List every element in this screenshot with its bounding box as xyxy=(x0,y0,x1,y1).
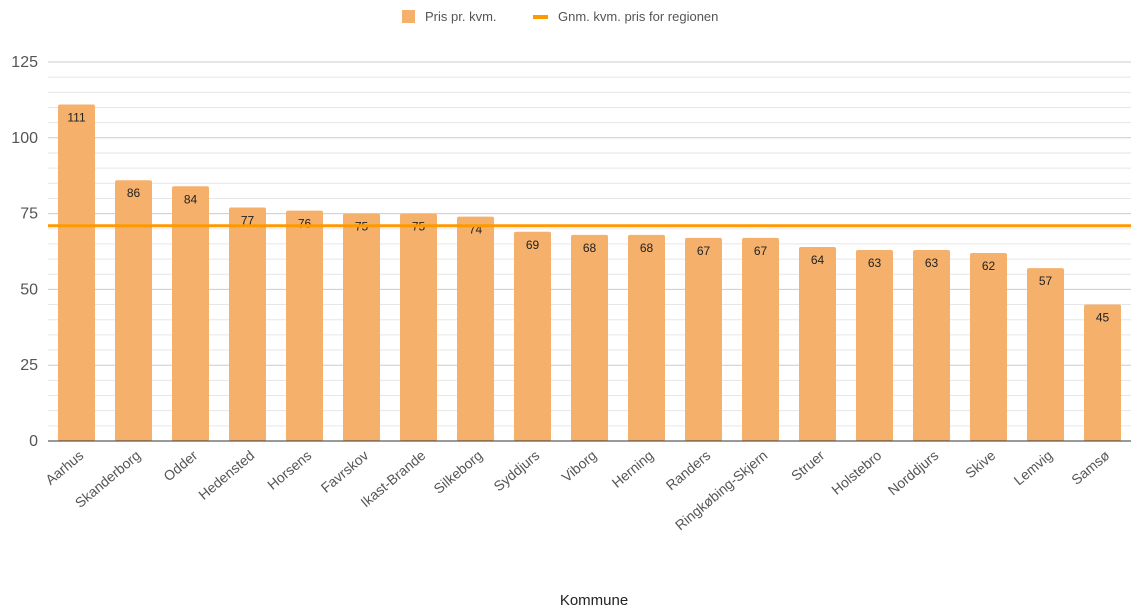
bar-norddjurs xyxy=(913,249,950,441)
bar-data-label: 86 xyxy=(127,186,141,200)
x-tick-label: Samsø xyxy=(1068,447,1113,488)
bar-ringkøbing-skjern xyxy=(742,237,779,441)
y-tick-label: 50 xyxy=(20,281,38,298)
legend: Pris pr. kvm. Gnm. kvm. pris for regionen xyxy=(402,9,718,24)
bar-lemvig xyxy=(1027,268,1064,441)
y-tick-label: 75 xyxy=(20,206,38,223)
bar-data-label: 67 xyxy=(697,244,711,258)
bar-silkeborg xyxy=(457,216,494,441)
bar-odder xyxy=(172,186,209,441)
x-tick-label: Randers xyxy=(663,447,714,493)
bar-data-label: 68 xyxy=(640,241,654,255)
x-tick-label: Odder xyxy=(160,447,200,484)
bar-data-label: 63 xyxy=(925,256,939,270)
bar-data-label: 45 xyxy=(1096,311,1110,325)
bar-data-label: 84 xyxy=(184,192,198,206)
bar-skanderborg xyxy=(115,180,152,442)
x-tick-label: Holstebro xyxy=(828,447,884,498)
bar-skive xyxy=(970,253,1007,441)
bar-hedensted xyxy=(229,207,266,441)
bar-horsens xyxy=(286,210,323,441)
x-tick-label: Horsens xyxy=(264,447,314,493)
x-tick-label: Syddjurs xyxy=(490,447,542,494)
x-tick-label: Lemvig xyxy=(1011,447,1056,488)
bar-samsø xyxy=(1084,304,1121,441)
x-tick-label: Favrskov xyxy=(318,447,372,496)
bar-data-label: 69 xyxy=(526,238,540,252)
bar-data-label: 62 xyxy=(982,259,996,273)
bar-data-label: 68 xyxy=(583,241,597,255)
bar-data-label: 111 xyxy=(67,110,86,124)
bar-data-label: 67 xyxy=(754,244,768,258)
x-tick-label: Struer xyxy=(788,447,828,484)
bar-syddjurs xyxy=(514,231,551,441)
y-tick-label: 125 xyxy=(11,54,38,71)
bar-holstebro xyxy=(856,249,893,441)
bar-struer xyxy=(799,246,836,441)
x-tick-label: Skive xyxy=(962,447,999,481)
legend-label-bar: Pris pr. kvm. xyxy=(425,9,497,24)
bar-data-label: 57 xyxy=(1039,274,1053,288)
y-tick-label: 100 xyxy=(11,130,38,147)
bar-ikast-brande xyxy=(400,213,437,441)
legend-label-line: Gnm. kvm. pris for regionen xyxy=(558,9,718,24)
bar-viborg xyxy=(571,234,608,441)
bar-data-label: 64 xyxy=(811,253,825,267)
bar-favrskov xyxy=(343,213,380,441)
bars: 111868477767575746968686767646363625745 xyxy=(58,104,1121,442)
x-tick-label: Viborg xyxy=(558,447,599,485)
x-axis-title: Kommune xyxy=(560,592,628,609)
bar-randers xyxy=(685,237,722,441)
x-tick-label: Norddjurs xyxy=(885,447,942,498)
bar-aarhus xyxy=(58,104,95,441)
legend-swatch-bar xyxy=(402,10,415,23)
bar-data-label: 63 xyxy=(868,256,882,270)
bar-herning xyxy=(628,234,665,441)
y-tick-label: 0 xyxy=(29,433,38,450)
x-tick-label: Hedensted xyxy=(195,447,257,503)
bar-data-label: 77 xyxy=(241,214,255,228)
x-tick-label: Silkeborg xyxy=(430,447,485,497)
x-tick-label: Herning xyxy=(609,447,657,491)
y-tick-label: 25 xyxy=(20,357,38,374)
x-tick-label: Aarhus xyxy=(42,447,86,488)
bar-data-label: 76 xyxy=(298,217,312,231)
